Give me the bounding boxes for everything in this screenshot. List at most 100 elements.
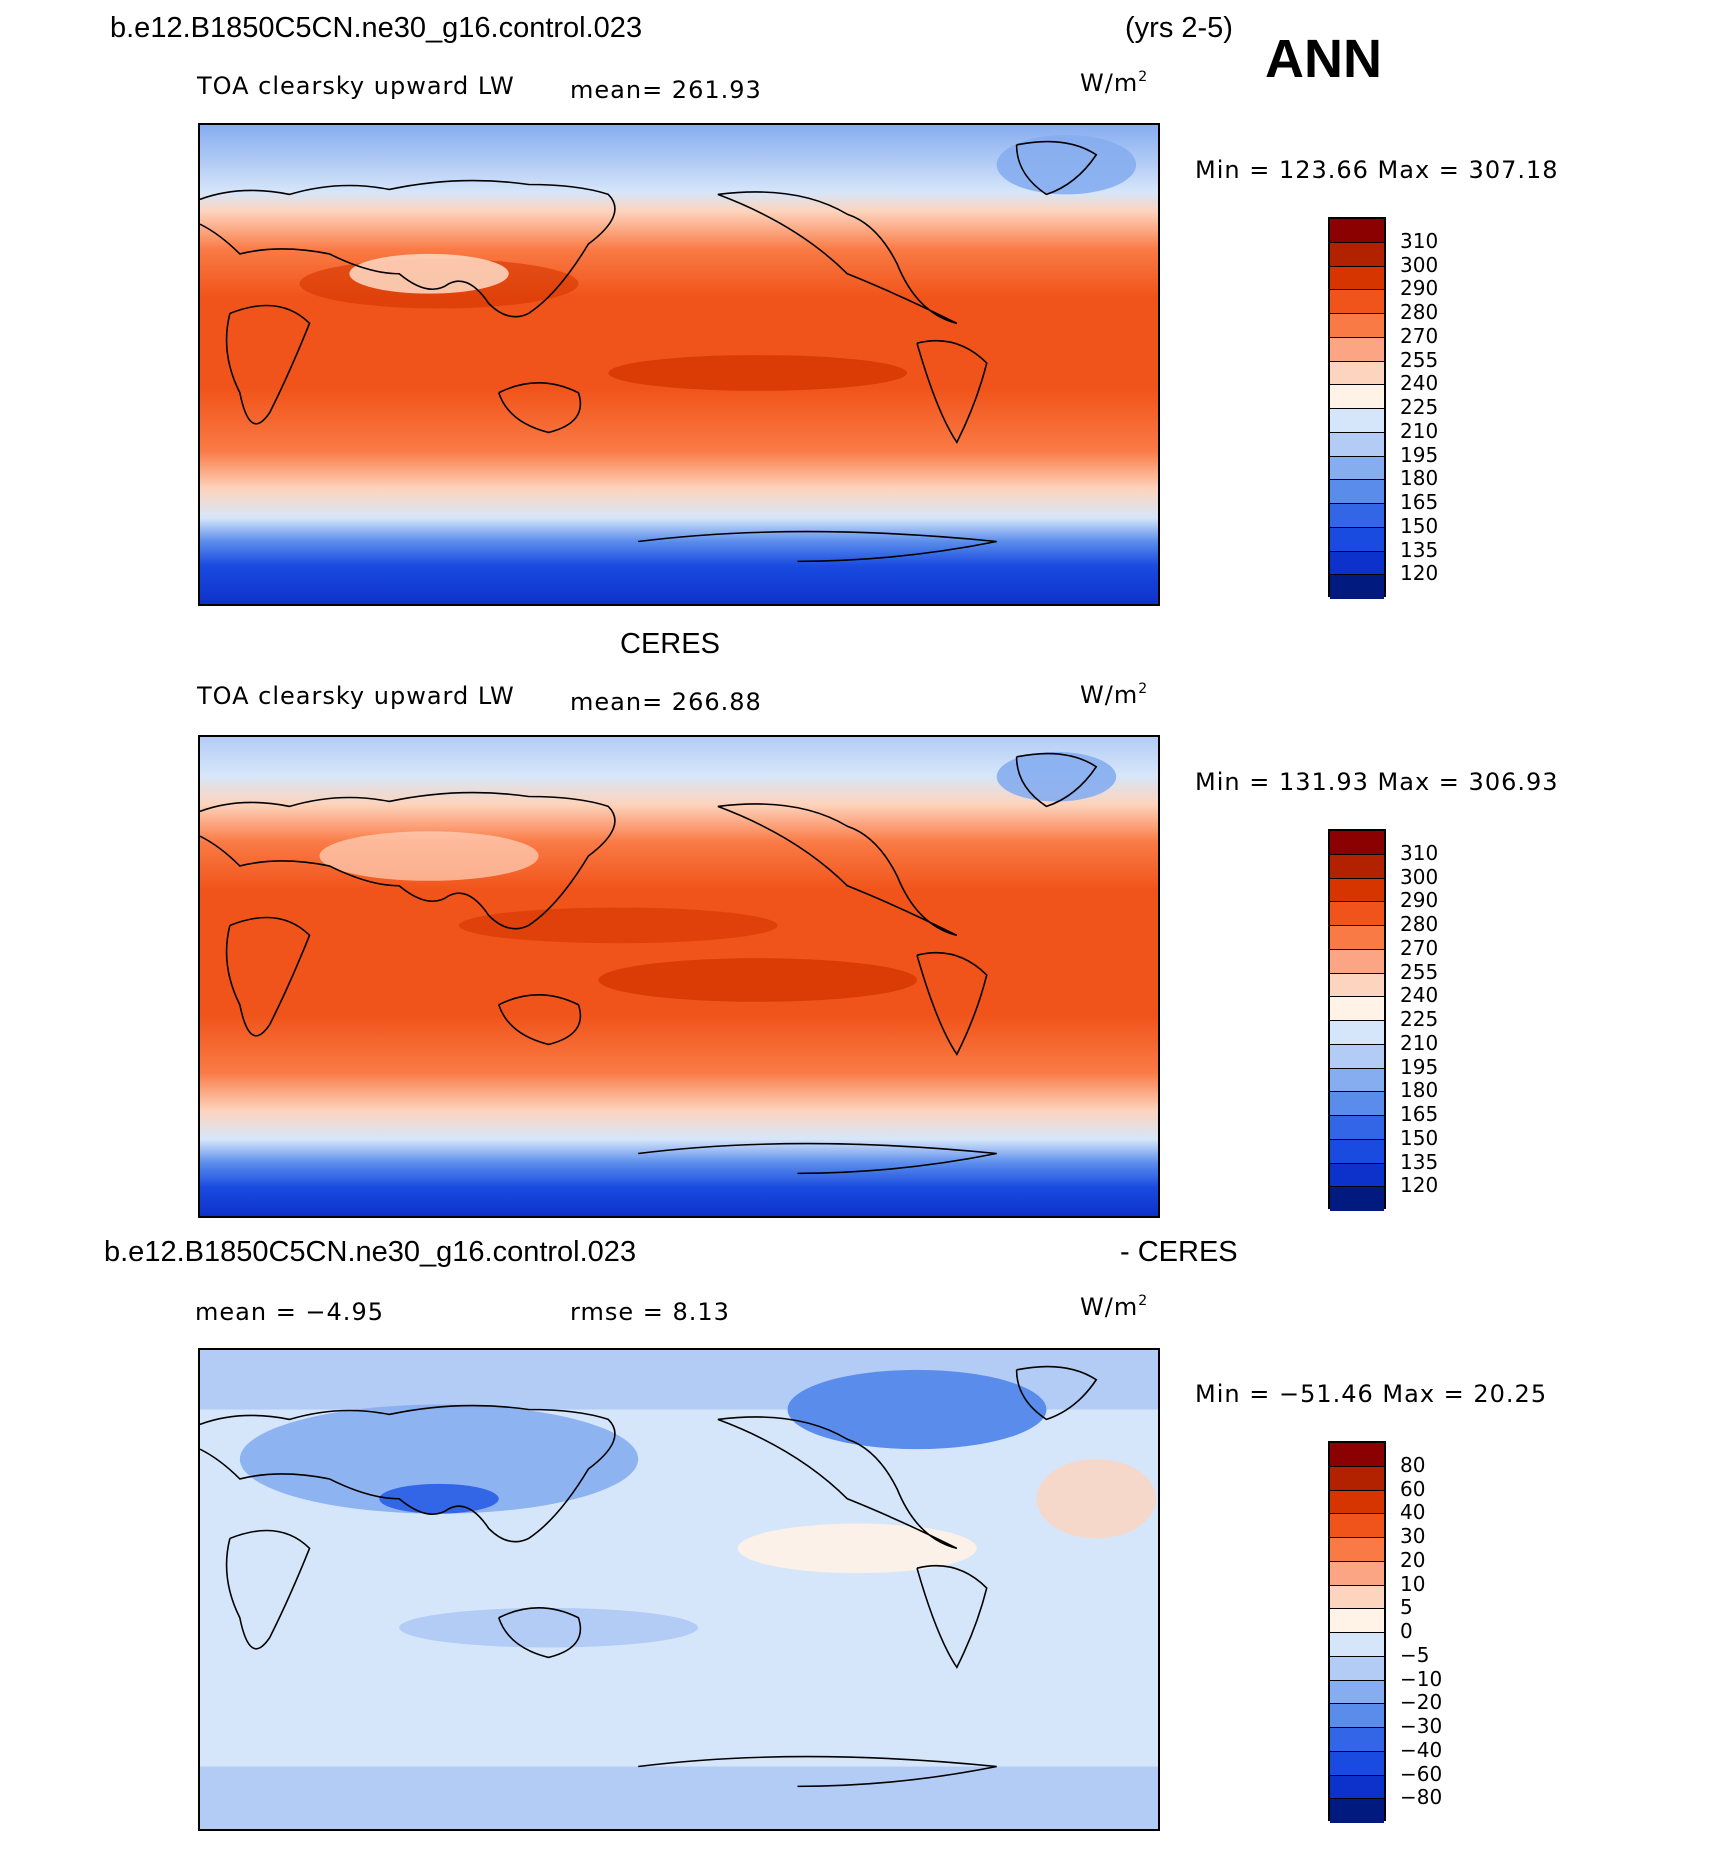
colorbar-segment bbox=[1330, 1163, 1384, 1188]
colorbar-level-label: 240 bbox=[1400, 983, 1439, 1008]
colorbar-level-label: 10 bbox=[1400, 1571, 1426, 1596]
colorbar-segment bbox=[1330, 456, 1384, 481]
colorbar-segment bbox=[1330, 1609, 1384, 1633]
panel3-coastlines bbox=[200, 1365, 1098, 1788]
colorbar-level-label: 290 bbox=[1400, 888, 1439, 913]
colorbar-level-label: 280 bbox=[1400, 300, 1439, 324]
panel2-units: W/m2 bbox=[1080, 681, 1149, 709]
colorbar-segment bbox=[1330, 1751, 1384, 1776]
colorbar-level-label: 225 bbox=[1400, 1007, 1439, 1031]
colorbar-segment bbox=[1330, 266, 1384, 291]
colorbar-segment bbox=[1330, 575, 1384, 599]
colorbar-level-label: 0 bbox=[1400, 1619, 1413, 1643]
colorbar-segment bbox=[1330, 1443, 1384, 1467]
panel2-variable: TOA clearsky upward LW bbox=[197, 682, 515, 710]
colorbar-segment bbox=[1330, 1799, 1384, 1823]
colorbar-segment bbox=[1330, 1490, 1384, 1515]
colorbar-segment bbox=[1330, 878, 1384, 903]
colorbar-segment bbox=[1330, 1585, 1384, 1610]
colorbar-level-label: 40 bbox=[1400, 1500, 1426, 1525]
colorbar-level-label: 120 bbox=[1400, 1173, 1439, 1198]
colorbar-segment bbox=[1330, 1021, 1384, 1045]
panel3-map-field bbox=[200, 1350, 1158, 1829]
colorbar-segment bbox=[1330, 504, 1384, 528]
panel3-title-left: b.e12.B1850C5CN.ne30_g16.control.023 bbox=[104, 1236, 637, 1268]
colorbar-level-label: 270 bbox=[1400, 935, 1439, 960]
colorbar-level-label: 165 bbox=[1400, 1102, 1439, 1126]
panel1-colorbar bbox=[1328, 217, 1386, 599]
colorbar-level-label: 165 bbox=[1400, 490, 1439, 514]
colorbar-level-label: 120 bbox=[1400, 561, 1439, 586]
colorbar-level-label: 240 bbox=[1400, 371, 1439, 396]
panel3-colorbar bbox=[1328, 1441, 1386, 1823]
colorbar-segment bbox=[1330, 1092, 1384, 1116]
colorbar-level-label: 255 bbox=[1400, 347, 1439, 372]
panel3-title-right: - CERES bbox=[1120, 1236, 1238, 1268]
colorbar-segment bbox=[1330, 1044, 1384, 1069]
colorbar-level-label: −80 bbox=[1400, 1785, 1443, 1810]
colorbar-segment bbox=[1330, 1466, 1384, 1491]
panel1-minmax: Min = 123.66 Max = 307.18 bbox=[1195, 156, 1559, 184]
colorbar-segment bbox=[1330, 432, 1384, 457]
colorbar-segment bbox=[1330, 1187, 1384, 1211]
colorbar-segment bbox=[1330, 1656, 1384, 1681]
case-title: b.e12.B1850C5CN.ne30_g16.control.023 bbox=[110, 12, 643, 44]
colorbar-segment bbox=[1330, 1680, 1384, 1705]
colorbar-level-label: 80 bbox=[1400, 1452, 1426, 1477]
colorbar-segment bbox=[1330, 902, 1384, 926]
colorbar-segment bbox=[1330, 1514, 1384, 1538]
colorbar-segment bbox=[1330, 527, 1384, 552]
panel1-variable: TOA clearsky upward LW bbox=[197, 72, 515, 100]
panel3-rmse: rmse = 8.13 bbox=[570, 1298, 730, 1326]
colorbar-segment bbox=[1330, 409, 1384, 433]
colorbar-level-label: 270 bbox=[1400, 323, 1439, 348]
colorbar-segment bbox=[1330, 1116, 1384, 1140]
colorbar-level-label: −30 bbox=[1400, 1714, 1443, 1738]
colorbar-level-label: 195 bbox=[1400, 1054, 1439, 1079]
colorbar-level-label: −20 bbox=[1400, 1690, 1443, 1715]
panel1-coastlines bbox=[200, 140, 1098, 563]
colorbar-segment bbox=[1330, 949, 1384, 974]
years-label: (yrs 2-5) bbox=[1125, 12, 1233, 44]
colorbar-level-label: 20 bbox=[1400, 1547, 1426, 1572]
colorbar-segment bbox=[1330, 1728, 1384, 1752]
panel2-colorbar bbox=[1328, 829, 1386, 1211]
colorbar-segment bbox=[1330, 290, 1384, 314]
colorbar-level-label: 300 bbox=[1400, 252, 1439, 277]
colorbar-level-label: 180 bbox=[1400, 1078, 1439, 1103]
colorbar-segment bbox=[1330, 1633, 1384, 1657]
panel2-map-field bbox=[200, 737, 1158, 1216]
colorbar-level-label: 135 bbox=[1400, 1149, 1439, 1174]
panel2-map bbox=[198, 735, 1160, 1218]
panel3-minmax: Min = −51.46 Max = 20.25 bbox=[1195, 1380, 1548, 1408]
colorbar-level-label: 280 bbox=[1400, 912, 1439, 936]
colorbar-segment bbox=[1330, 997, 1384, 1021]
colorbar-segment bbox=[1330, 973, 1384, 998]
panel3-map bbox=[198, 1348, 1160, 1831]
panel1-map-field bbox=[200, 125, 1158, 604]
colorbar-level-label: 300 bbox=[1400, 864, 1439, 889]
colorbar-level-label: −5 bbox=[1400, 1642, 1430, 1667]
panel2-minmax: Min = 131.93 Max = 306.93 bbox=[1195, 768, 1559, 796]
colorbar-segment bbox=[1330, 1561, 1384, 1586]
colorbar-level-label: 180 bbox=[1400, 466, 1439, 491]
colorbar-segment bbox=[1330, 361, 1384, 386]
colorbar-level-label: −60 bbox=[1400, 1761, 1443, 1786]
colorbar-level-label: 255 bbox=[1400, 959, 1439, 984]
colorbar-segment bbox=[1330, 926, 1384, 950]
colorbar-level-label: 135 bbox=[1400, 537, 1439, 562]
colorbar-segment bbox=[1330, 337, 1384, 362]
colorbar-segment bbox=[1330, 314, 1384, 338]
colorbar-level-label: −40 bbox=[1400, 1737, 1443, 1762]
colorbar-level-label: 310 bbox=[1400, 840, 1439, 865]
panel3-mean: mean = −4.95 bbox=[195, 1298, 384, 1326]
colorbar-segment bbox=[1330, 1775, 1384, 1800]
colorbar-level-label: 290 bbox=[1400, 276, 1439, 301]
colorbar-level-label: −10 bbox=[1400, 1666, 1443, 1691]
colorbar-segment bbox=[1330, 551, 1384, 576]
colorbar-level-label: 210 bbox=[1400, 1030, 1439, 1055]
colorbar-level-label: 225 bbox=[1400, 395, 1439, 419]
colorbar-segment bbox=[1330, 1538, 1384, 1562]
panel1-map bbox=[198, 123, 1160, 606]
colorbar-level-label: 30 bbox=[1400, 1524, 1426, 1548]
